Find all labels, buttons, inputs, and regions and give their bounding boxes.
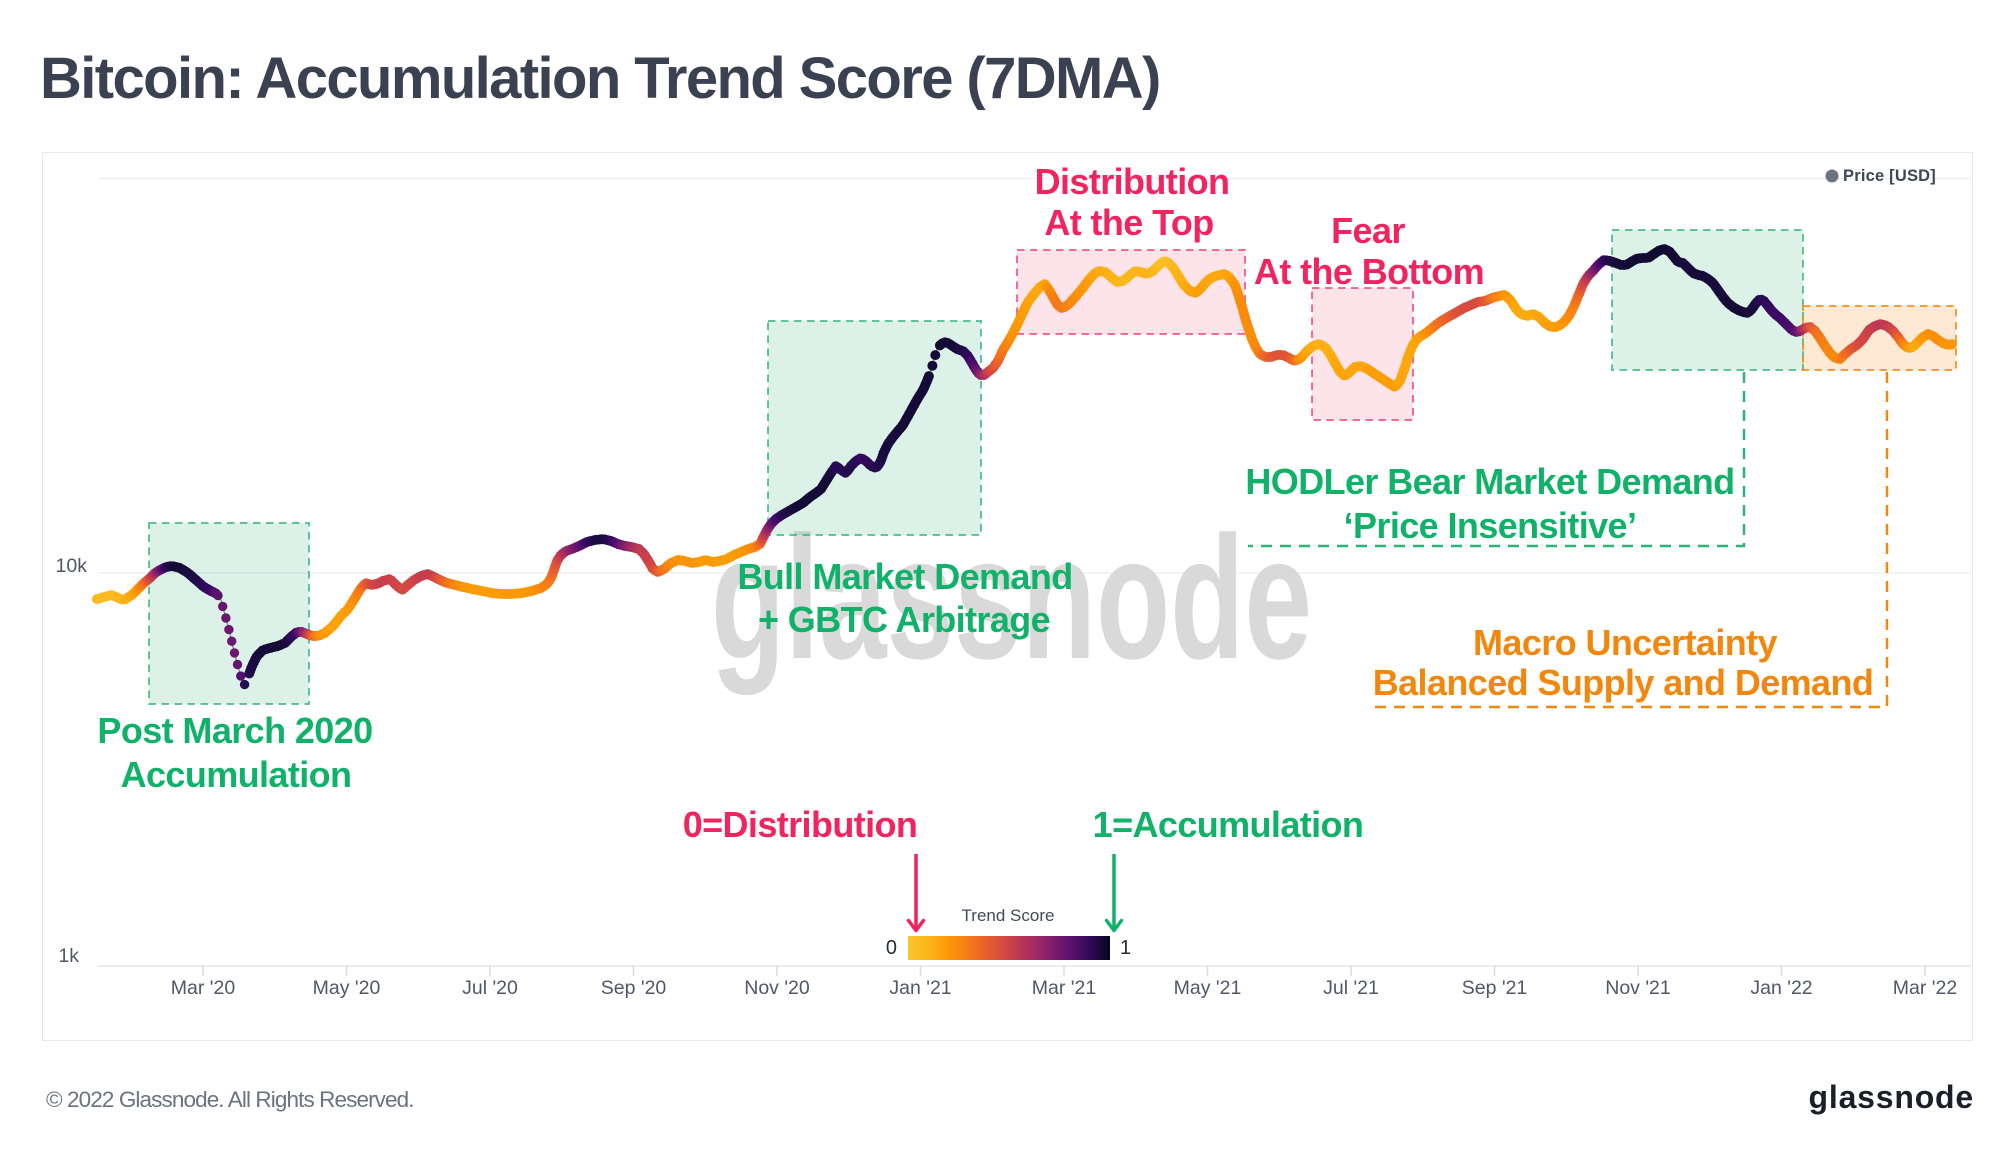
svg-text:Mar '20: Mar '20 xyxy=(171,977,236,999)
svg-text:Bull Market Demand: Bull Market Demand xyxy=(737,556,1072,597)
svg-text:May '21: May '21 xyxy=(1174,977,1242,999)
svg-text:Balanced Supply and Demand: Balanced Supply and Demand xyxy=(1373,662,1874,703)
svg-text:HODLer Bear Market Demand: HODLer Bear Market Demand xyxy=(1245,461,1734,502)
svg-text:Nov '20: Nov '20 xyxy=(744,977,810,999)
svg-text:0=Distribution: 0=Distribution xyxy=(683,804,918,845)
svg-text:glassnode: glassnode xyxy=(1809,1079,1974,1115)
svg-text:+ GBTC Arbitrage: + GBTC Arbitrage xyxy=(758,599,1050,640)
svg-text:Sep '21: Sep '21 xyxy=(1462,977,1528,999)
svg-text:Distribution: Distribution xyxy=(1035,161,1230,202)
svg-text:Jan '21: Jan '21 xyxy=(889,977,951,999)
svg-text:Bitcoin: Accumulation Trend Sc: Bitcoin: Accumulation Trend Score (7DMA) xyxy=(40,46,1160,111)
svg-text:10k: 10k xyxy=(56,555,88,577)
svg-text:Jul '21: Jul '21 xyxy=(1323,977,1379,999)
svg-text:Sep '20: Sep '20 xyxy=(601,977,667,999)
svg-text:1=Accumulation: 1=Accumulation xyxy=(1093,804,1364,845)
svg-text:Jan '22: Jan '22 xyxy=(1750,977,1812,999)
svg-text:Trend Score: Trend Score xyxy=(962,906,1055,925)
svg-text:© 2022 Glassnode. All Rights R: © 2022 Glassnode. All Rights Reserved. xyxy=(46,1087,414,1112)
svg-text:0: 0 xyxy=(886,937,897,959)
svg-text:glassnode: glassnode xyxy=(711,501,1312,696)
svg-text:Mar '21: Mar '21 xyxy=(1032,977,1096,999)
svg-text:May '20: May '20 xyxy=(313,977,381,999)
svg-text:Accumulation: Accumulation xyxy=(121,754,352,795)
svg-text:Nov '21: Nov '21 xyxy=(1605,977,1671,999)
svg-text:Post March 2020: Post March 2020 xyxy=(97,710,372,751)
svg-text:At the Bottom: At the Bottom xyxy=(1254,251,1484,292)
svg-text:1: 1 xyxy=(1120,937,1131,959)
svg-text:‘Price Insensitive’: ‘Price Insensitive’ xyxy=(1344,505,1637,546)
svg-text:1k: 1k xyxy=(58,945,79,967)
svg-text:Mar '22: Mar '22 xyxy=(1893,977,1957,999)
svg-text:At the Top: At the Top xyxy=(1044,202,1213,243)
svg-text:Macro Uncertainty: Macro Uncertainty xyxy=(1473,622,1777,663)
svg-text:Jul '20: Jul '20 xyxy=(462,977,518,999)
svg-text:Fear: Fear xyxy=(1331,210,1405,251)
svg-text:Price [USD]: Price [USD] xyxy=(1843,167,1936,185)
